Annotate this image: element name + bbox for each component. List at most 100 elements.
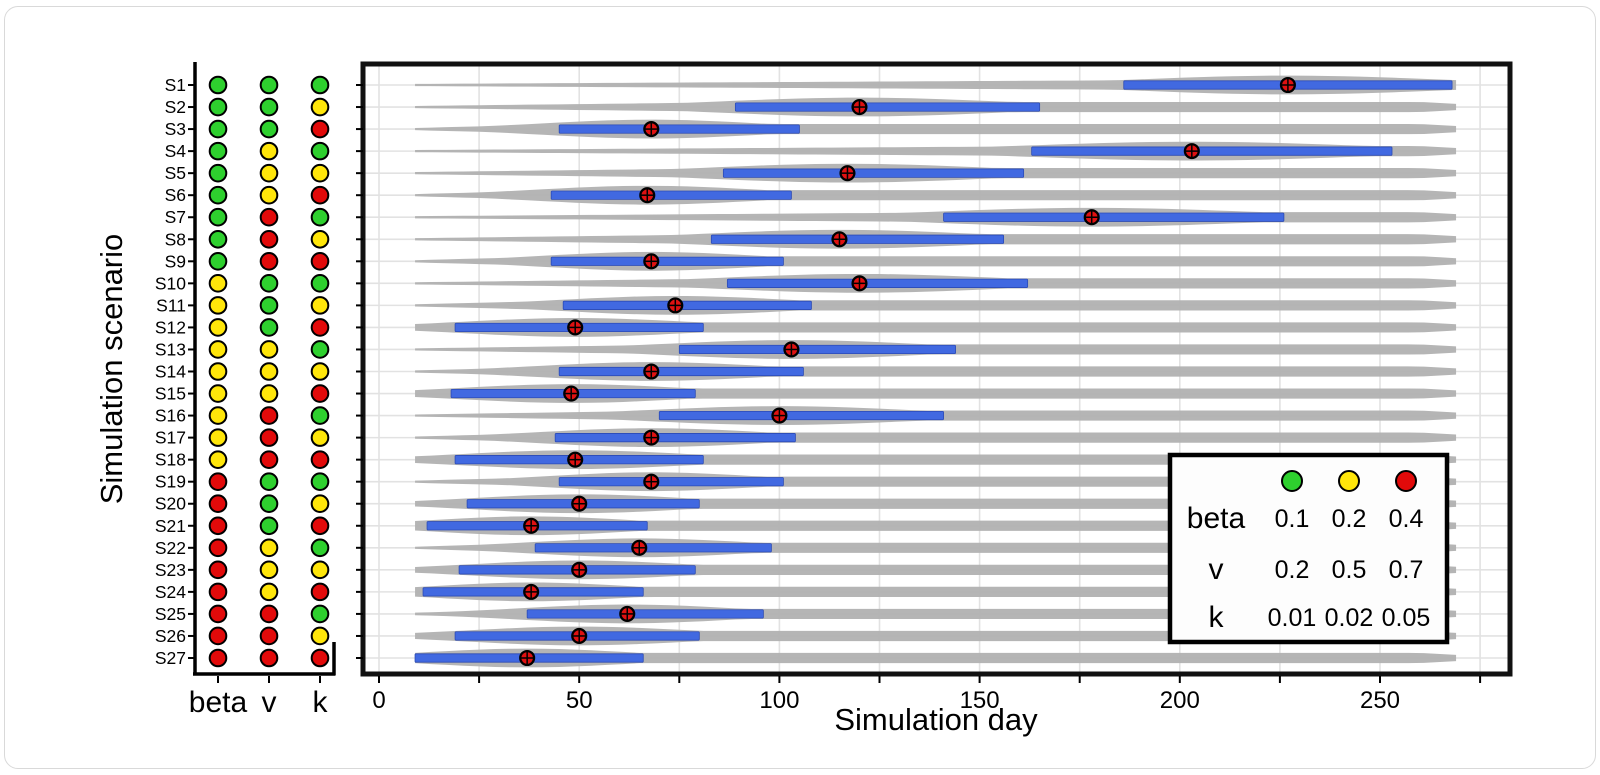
param-dot-S25-v — [259, 604, 279, 624]
param-dot-S19-v — [259, 472, 279, 491]
violin-S14 — [415, 362, 1457, 381]
median-marker-S10 — [851, 275, 868, 292]
interval-bar-S16 — [658, 410, 944, 421]
param-dot-S1-k — [310, 75, 330, 95]
param-dot-S13-k — [310, 340, 330, 359]
median-marker-S22 — [631, 539, 648, 556]
scenario-label-S7: S7 — [165, 207, 186, 227]
scenario-label-S4: S4 — [165, 141, 187, 161]
interval-bar-S2 — [734, 102, 1041, 112]
param-dot-S14-beta — [208, 362, 228, 381]
median-marker-S11 — [667, 297, 684, 314]
scenario-label-S11: S11 — [156, 295, 186, 315]
median-marker-S1 — [1279, 76, 1296, 94]
param-dot-S10-k — [310, 274, 330, 293]
x-tick-label: 250 — [1360, 687, 1400, 714]
param-dot-S27-beta — [208, 648, 228, 668]
median-marker-S26 — [571, 627, 588, 645]
param-dot-S15-k — [310, 384, 330, 403]
param-dot-S12-k — [310, 318, 330, 337]
param-dot-S1-beta — [208, 75, 228, 95]
scenario-label-S24: S24 — [155, 582, 186, 602]
param-dot-S9-beta — [208, 252, 228, 271]
param-dot-S7-k — [310, 207, 330, 227]
median-marker-S25 — [619, 605, 636, 622]
param-dot-S17-beta — [208, 428, 228, 447]
param-dot-S2-k — [310, 97, 330, 117]
median-marker-S23 — [571, 561, 588, 578]
param-dot-S14-v — [259, 362, 279, 381]
param-dot-S3-k — [310, 119, 330, 139]
param-dot-S16-v — [259, 406, 279, 425]
scenario-label-S12: S12 — [155, 317, 186, 337]
param-dot-S13-v — [259, 340, 279, 359]
param-dot-S22-k — [310, 538, 330, 558]
param-dot-S8-v — [259, 229, 279, 249]
scenario-label-S26: S26 — [155, 626, 186, 646]
median-marker-S17 — [643, 429, 660, 446]
interval-bar-S14 — [558, 366, 804, 377]
median-marker-S18 — [567, 451, 584, 468]
x-axis-title: Simulation day — [834, 702, 1038, 737]
interval-bar-S10 — [726, 278, 1029, 288]
violin-S17 — [415, 428, 1457, 448]
median-marker-S13 — [783, 341, 800, 358]
violin-S1 — [415, 75, 1457, 95]
param-dot-S8-beta — [208, 229, 228, 249]
median-markers — [519, 76, 1296, 667]
legend-value: 0.05 — [1382, 604, 1431, 632]
scenario-label-S5: S5 — [165, 163, 186, 183]
param-dot-S21-beta — [208, 516, 228, 536]
param-dot-S4-v — [259, 141, 279, 161]
median-marker-S14 — [643, 363, 660, 380]
median-marker-S2 — [851, 98, 868, 116]
plot-border — [360, 61, 1513, 677]
param-dot-S21-v — [259, 516, 279, 536]
legend-value: 0.02 — [1325, 604, 1374, 632]
interval-bar-S9 — [550, 256, 784, 266]
legend-dot-yellow — [1338, 470, 1360, 492]
x-tick-label: 50 — [566, 687, 593, 714]
param-dot-S19-k — [310, 472, 330, 491]
interval-bar-S19 — [558, 477, 784, 487]
param-dot-S27-k — [310, 648, 330, 668]
legend-value: 0.01 — [1268, 604, 1317, 632]
scenario-label-S14: S14 — [155, 362, 186, 382]
interval-bar-S3 — [558, 124, 800, 134]
scenario-label-S6: S6 — [165, 185, 186, 205]
interval-bar-S7 — [943, 212, 1285, 222]
scenario-label-S21: S21 — [155, 516, 186, 536]
param-dot-S24-beta — [208, 582, 228, 602]
scenario-label-S25: S25 — [155, 604, 186, 624]
param-dot-S5-beta — [208, 163, 228, 183]
legend-row-label-beta: beta — [1187, 502, 1246, 535]
scenario-label-S9: S9 — [165, 251, 186, 271]
param-dot-S8-k — [310, 229, 330, 249]
param-dot-S3-v — [259, 119, 279, 139]
median-marker-S9 — [643, 253, 660, 270]
scenario-label-S27: S27 — [155, 648, 186, 668]
param-dot-S16-k — [310, 406, 330, 425]
median-marker-S3 — [643, 121, 660, 138]
interval-bar-S5 — [722, 168, 1025, 178]
param-dot-S20-v — [259, 494, 279, 514]
param-dot-S24-k — [310, 582, 330, 602]
scenario-label-S15: S15 — [155, 384, 186, 404]
violin-S27 — [415, 648, 1457, 668]
param-dot-S9-v — [259, 252, 279, 271]
legend-value: 0.5 — [1332, 556, 1367, 584]
violin-S15 — [415, 384, 1457, 403]
param-dot-S17-v — [259, 428, 279, 447]
median-marker-S7 — [1083, 209, 1100, 226]
param-dot-S3-beta — [208, 119, 228, 139]
scenario-label-S13: S13 — [155, 339, 186, 359]
param-dot-S5-k — [310, 163, 330, 183]
param-dot-S12-v — [259, 318, 279, 337]
legend-row-label-v: v — [1209, 553, 1224, 586]
parameter-legend: beta 0.1 0.2 0.4 v 0.2 0.5 0.7 k 0.01 0.02 0.05 — [1167, 452, 1450, 645]
param-dot-S25-beta — [208, 604, 228, 624]
median-marker-S20 — [571, 495, 588, 512]
legend-row-label-k: k — [1209, 601, 1225, 634]
